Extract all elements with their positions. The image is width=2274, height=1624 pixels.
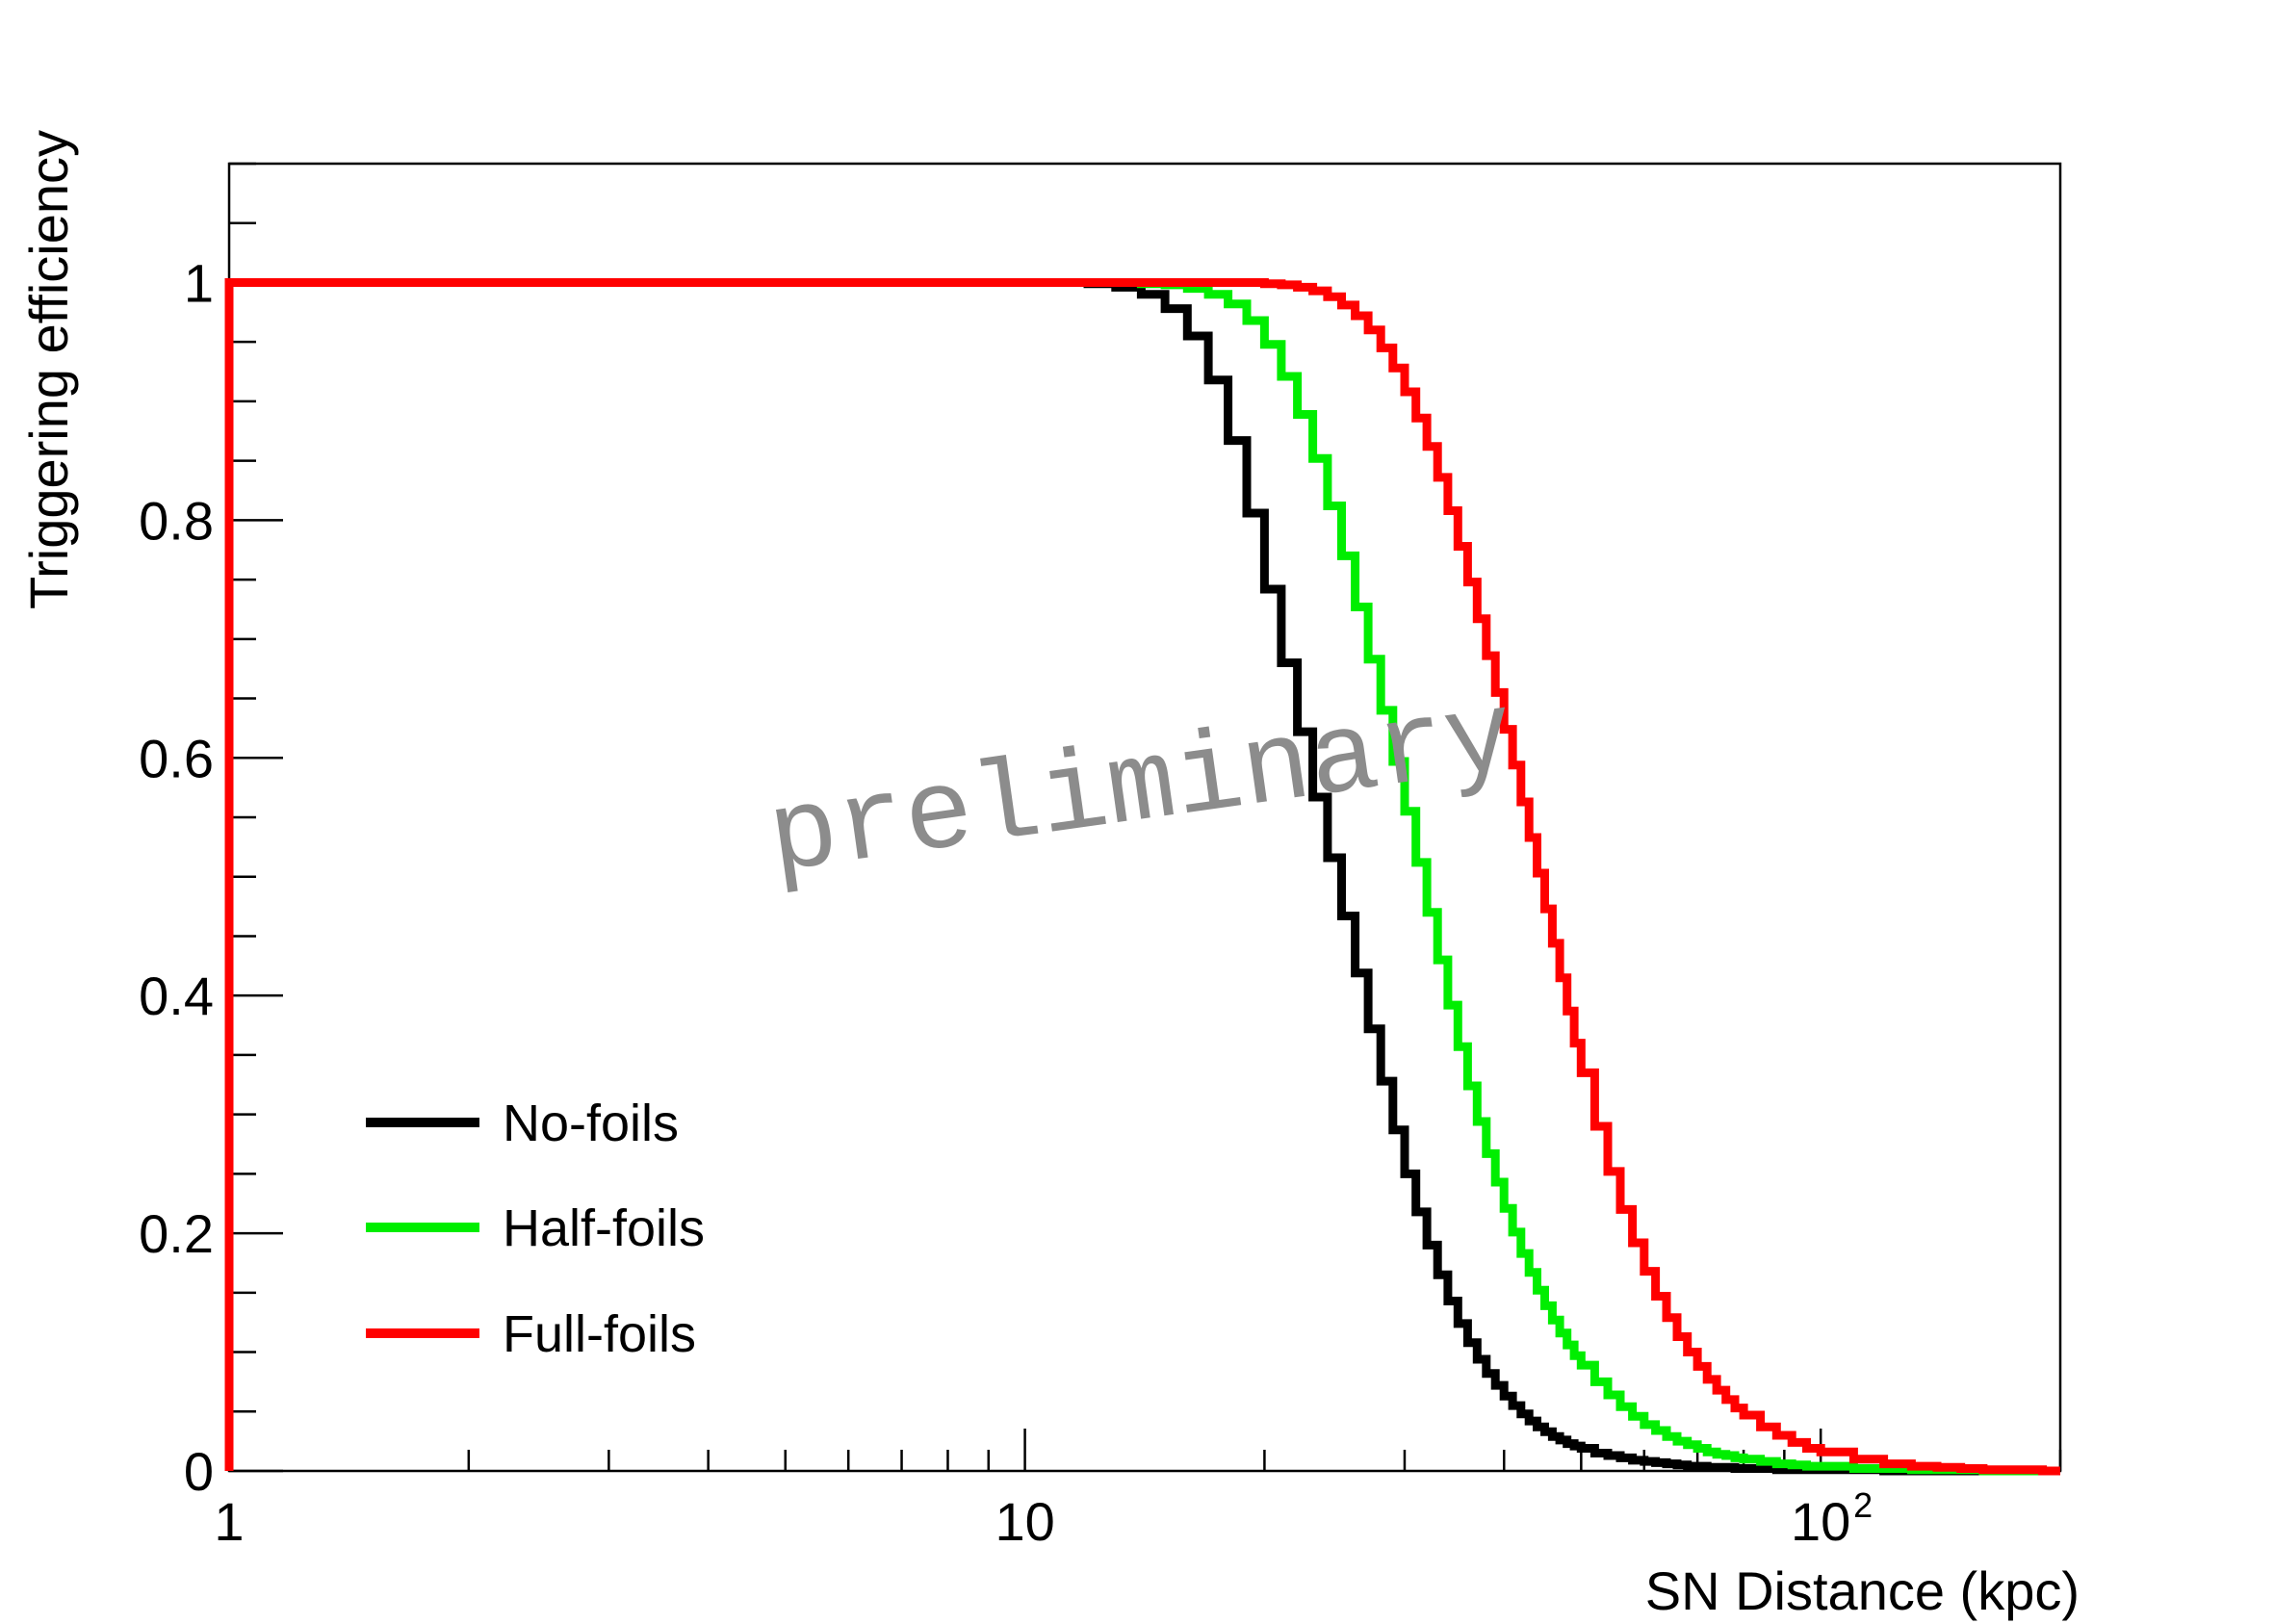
x-tick-label: 10 (1791, 1491, 1850, 1552)
y-axis-ticks: 0 0.2 0.4 0.6 0.8 1 (139, 162, 283, 1502)
x-axis-title: SN Distance (kpc) (1645, 1560, 2080, 1621)
y-axis-title: Triggering efficiency (18, 130, 79, 609)
x-tick-label: 10 (995, 1491, 1054, 1552)
y-tick-label: 0.2 (139, 1203, 214, 1264)
y-tick-label: 0 (184, 1441, 214, 1502)
legend-label-no-foils: No-foils (503, 1095, 679, 1152)
series-layer (224, 278, 2060, 1476)
preliminary-watermark: preliminary (762, 674, 1522, 905)
y-tick-label: 0.6 (139, 728, 214, 788)
y-tick-label: 1 (184, 252, 214, 313)
x-axis-ticks: 1 10 10 2 (214, 1429, 2062, 1552)
y-tick-label: 0.4 (139, 966, 214, 1026)
legend-label-half-foils: Half-foils (503, 1199, 705, 1257)
y-tick-label: 0.8 (139, 490, 214, 551)
series-line-no-foils (224, 278, 2060, 1476)
x-tick-label: 1 (214, 1491, 244, 1552)
series-line-full-foils (224, 278, 2060, 1476)
x-tick-label-exponent: 2 (1853, 1485, 1873, 1525)
legend-label-full-foils: Full-foils (503, 1305, 696, 1363)
series-line-half-foils (224, 278, 2060, 1476)
legend: No-foils Half-foils Full-foils (366, 1095, 705, 1363)
